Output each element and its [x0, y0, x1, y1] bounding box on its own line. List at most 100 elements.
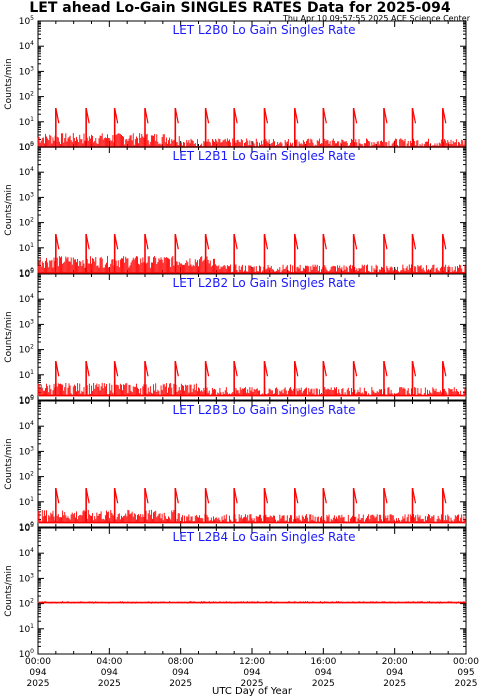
spike-tail: [411, 107, 417, 124]
spike-tail: [205, 487, 210, 504]
spike-tail: [144, 487, 149, 504]
panel-frame: [37, 527, 467, 655]
spike-tail: [114, 233, 119, 250]
spike-tail: [205, 360, 210, 377]
x-axis: 00:00094202504:00094202508:00094202512:0…: [25, 657, 479, 689]
y-tick-label: 100: [19, 394, 34, 406]
y-tick-label: 104: [19, 166, 34, 178]
spike-tail: [114, 487, 119, 504]
spike-tail: [383, 107, 388, 124]
spike-tail: [233, 487, 238, 504]
x-tick-time: 04:00: [96, 657, 122, 667]
panel-title: LET L2B2 Lo Gain Singles Rate: [173, 276, 356, 290]
spike-tail: [85, 360, 90, 377]
y-tick-label: 104: [19, 293, 34, 305]
x-tick-day: 094: [386, 668, 403, 678]
y-tick-label: 100: [19, 267, 34, 279]
y-tick-label: 105: [19, 15, 34, 27]
spike-tail: [263, 233, 269, 250]
y-tick-label: 105: [19, 395, 34, 407]
y-tick-label: 103: [19, 191, 34, 203]
spike-tail: [205, 107, 210, 124]
y-tick-label: 101: [19, 496, 34, 508]
panel-frame: [37, 146, 467, 274]
x-tick-day: 094: [29, 668, 46, 678]
x-tick-year: 2025: [98, 679, 121, 689]
panel-frame: [37, 20, 467, 148]
y-tick-label: 104: [19, 40, 34, 52]
spike-tail: [322, 107, 327, 124]
panels-group: 100 101 102 103 104 105 Counts/min LET L2B0 Lo …: [4, 15, 467, 660]
spike-tail: [263, 107, 269, 124]
x-tick-time: 08:00: [168, 657, 194, 667]
panel-frame: [37, 273, 467, 401]
x-tick-day: 094: [101, 668, 118, 678]
y-tick-label: 101: [19, 242, 34, 254]
spike-tail: [144, 360, 149, 377]
y-tick-label: 102: [19, 344, 34, 356]
y-tick-label: 103: [19, 445, 34, 457]
x-tick-day: 094: [243, 668, 260, 678]
y-tick-label: 103: [19, 318, 34, 330]
panel-title: LET L2B3 Lo Gain Singles Rate: [173, 403, 356, 417]
x-tick-year: 2025: [241, 679, 264, 689]
y-tick-label: 100: [19, 141, 34, 153]
generation-timestamp: Thu Apr 10 09:57:55 2025 ACE Science Cen…: [282, 14, 471, 23]
spike-tail: [85, 107, 90, 124]
spike-tail: [442, 360, 447, 377]
spike-tail: [353, 107, 358, 124]
y-tick-label: 105: [19, 522, 34, 534]
panel-1: 100 101 102 103 104 105 Counts/min LET L2B1 Lo …: [4, 141, 467, 279]
spike-tail: [85, 233, 90, 250]
y-tick-label: 102: [19, 471, 34, 483]
spike-tail: [383, 233, 388, 250]
y-tick-label: 101: [19, 369, 34, 381]
y-axis-label: Counts/min: [4, 184, 14, 235]
spike-tail: [263, 487, 269, 504]
spike-tail: [144, 233, 149, 250]
spike-tail: [233, 360, 238, 377]
panel-title: LET L2B0 Lo Gain Singles Rate: [173, 23, 356, 37]
spike-tail: [174, 360, 179, 377]
y-tick-label: 103: [19, 65, 34, 77]
x-tick-time: 00:00: [25, 657, 51, 667]
y-tick-label: 100: [19, 648, 34, 660]
x-tick-year: 2025: [312, 679, 335, 689]
spike-tail: [55, 487, 60, 504]
spike-tail: [411, 233, 417, 250]
x-tick-day: 094: [172, 668, 189, 678]
spike-tail: [442, 233, 447, 250]
spike-tail: [55, 360, 60, 377]
x-tick-time: 00:00: [453, 657, 479, 667]
spike-tail: [263, 360, 269, 377]
spike-tail: [442, 487, 447, 504]
spike-tail: [294, 360, 299, 377]
y-tick-label: 101: [19, 623, 34, 635]
y-axis-label: Counts/min: [4, 438, 14, 489]
spike-tail: [294, 233, 299, 250]
y-tick-label: 102: [19, 91, 34, 103]
y-tick-label: 105: [19, 141, 34, 153]
panel-frame: [37, 400, 467, 528]
spike-tail: [114, 360, 119, 377]
x-tick-year: 2025: [383, 679, 406, 689]
y-tick-label: 103: [19, 572, 34, 584]
chart-title: LET ahead Lo-Gain SINGLES RATES Data for…: [29, 0, 450, 16]
panel-4: 100 101 102 103 104 105 Counts/min LET L2B4 Lo …: [4, 522, 467, 660]
spike-tail: [233, 107, 238, 124]
spike-tail: [353, 360, 358, 377]
y-tick-label: 105: [19, 268, 34, 280]
spike-tail: [411, 487, 417, 504]
series-1: [37, 233, 466, 274]
x-tick-year: 2025: [455, 679, 478, 689]
panel-0: 100 101 102 103 104 105 Counts/min LET L2B0 Lo …: [4, 15, 467, 153]
y-tick-label: 100: [19, 521, 34, 533]
spike-tail: [442, 107, 447, 124]
spike-tail: [85, 487, 90, 504]
series-3: [37, 487, 466, 524]
